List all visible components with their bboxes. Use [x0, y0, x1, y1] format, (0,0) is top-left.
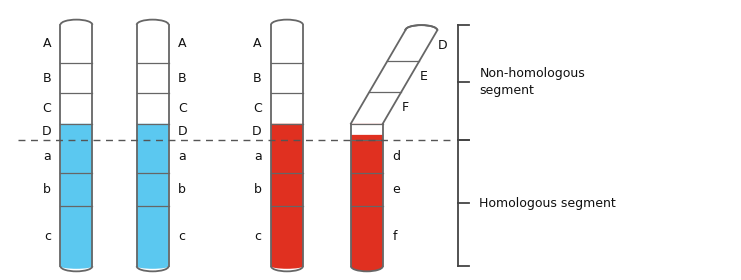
Text: a: a	[43, 150, 51, 163]
Ellipse shape	[271, 264, 303, 269]
Ellipse shape	[136, 264, 169, 269]
Text: f: f	[392, 230, 396, 242]
Text: A: A	[178, 38, 187, 50]
Text: D: D	[438, 39, 448, 52]
Text: B: B	[178, 72, 187, 85]
Text: A: A	[253, 38, 262, 50]
Text: Non-homologous
segment: Non-homologous segment	[479, 67, 585, 97]
Ellipse shape	[136, 22, 169, 27]
Text: B: B	[42, 72, 51, 85]
Text: Homologous segment: Homologous segment	[479, 197, 617, 210]
FancyBboxPatch shape	[136, 25, 169, 266]
Text: e: e	[392, 183, 400, 196]
FancyBboxPatch shape	[61, 20, 93, 123]
Ellipse shape	[61, 264, 93, 269]
Text: A: A	[42, 38, 51, 50]
Text: B: B	[253, 72, 262, 85]
FancyBboxPatch shape	[271, 20, 303, 123]
Text: a: a	[254, 150, 262, 163]
Text: b: b	[253, 183, 262, 196]
Text: b: b	[43, 183, 51, 196]
Text: c: c	[255, 230, 262, 242]
FancyBboxPatch shape	[136, 20, 169, 123]
Ellipse shape	[61, 22, 93, 27]
Text: d: d	[392, 150, 400, 163]
Ellipse shape	[351, 261, 383, 271]
Text: C: C	[178, 102, 187, 115]
FancyBboxPatch shape	[271, 123, 303, 266]
FancyBboxPatch shape	[271, 25, 303, 266]
FancyBboxPatch shape	[351, 123, 383, 135]
FancyBboxPatch shape	[136, 123, 169, 266]
Ellipse shape	[61, 264, 93, 269]
Text: C: C	[253, 102, 262, 115]
Text: a: a	[178, 150, 186, 163]
Ellipse shape	[136, 22, 169, 27]
Text: b: b	[178, 183, 186, 196]
Ellipse shape	[405, 25, 437, 35]
Text: C: C	[42, 102, 51, 115]
Ellipse shape	[61, 22, 93, 27]
Text: E: E	[419, 70, 428, 83]
Ellipse shape	[271, 264, 303, 269]
FancyBboxPatch shape	[351, 123, 383, 266]
Text: D: D	[252, 125, 262, 138]
Polygon shape	[351, 30, 437, 123]
Text: D: D	[41, 125, 51, 138]
Ellipse shape	[136, 264, 169, 269]
FancyBboxPatch shape	[61, 123, 93, 266]
Text: D: D	[178, 125, 187, 138]
FancyBboxPatch shape	[61, 25, 93, 266]
Ellipse shape	[271, 22, 303, 27]
Text: c: c	[178, 230, 185, 242]
Text: c: c	[44, 230, 51, 242]
Ellipse shape	[271, 22, 303, 27]
Text: F: F	[402, 101, 408, 115]
